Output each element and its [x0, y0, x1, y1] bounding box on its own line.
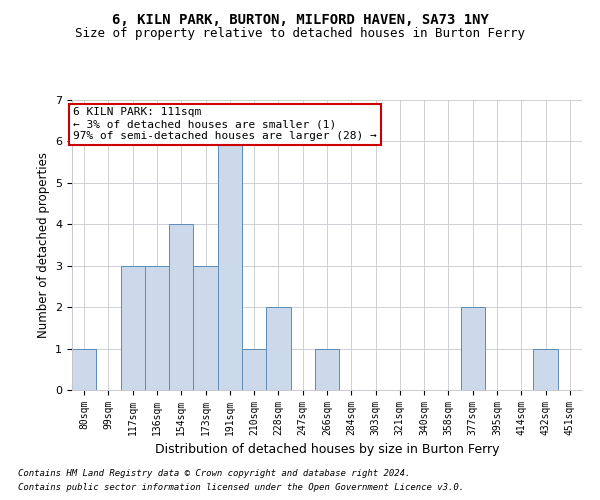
Bar — [533, 348, 558, 390]
Text: Contains HM Land Registry data © Crown copyright and database right 2024.: Contains HM Land Registry data © Crown c… — [18, 468, 410, 477]
Bar — [72, 348, 96, 390]
Bar — [193, 266, 218, 390]
X-axis label: Distribution of detached houses by size in Burton Ferry: Distribution of detached houses by size … — [155, 444, 499, 456]
Bar — [242, 348, 266, 390]
Bar — [169, 224, 193, 390]
Y-axis label: Number of detached properties: Number of detached properties — [37, 152, 50, 338]
Bar — [218, 142, 242, 390]
Bar — [121, 266, 145, 390]
Text: 6 KILN PARK: 111sqm
← 3% of detached houses are smaller (1)
97% of semi-detached: 6 KILN PARK: 111sqm ← 3% of detached hou… — [73, 108, 377, 140]
Bar — [266, 307, 290, 390]
Text: Contains public sector information licensed under the Open Government Licence v3: Contains public sector information licen… — [18, 484, 464, 492]
Text: Size of property relative to detached houses in Burton Ferry: Size of property relative to detached ho… — [75, 28, 525, 40]
Bar — [461, 307, 485, 390]
Text: 6, KILN PARK, BURTON, MILFORD HAVEN, SA73 1NY: 6, KILN PARK, BURTON, MILFORD HAVEN, SA7… — [112, 12, 488, 26]
Bar — [145, 266, 169, 390]
Bar — [315, 348, 339, 390]
